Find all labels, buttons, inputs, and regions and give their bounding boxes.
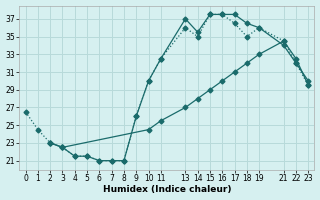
X-axis label: Humidex (Indice chaleur): Humidex (Indice chaleur) [103, 185, 231, 194]
